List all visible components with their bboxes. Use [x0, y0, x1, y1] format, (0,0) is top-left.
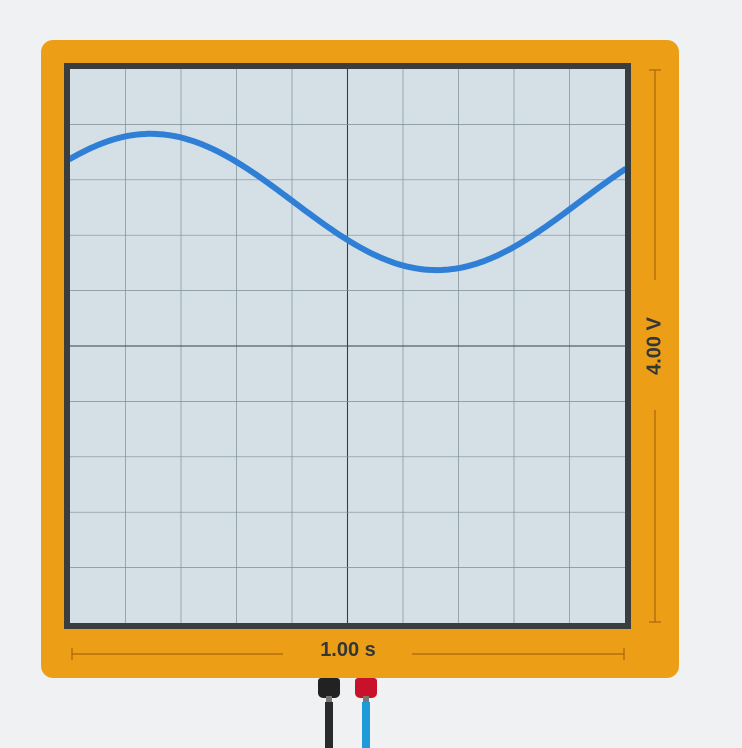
black-probe-plug[interactable]: [318, 678, 340, 698]
black-probe-wire[interactable]: [325, 702, 333, 748]
time-scale-label: 1.00 s: [320, 639, 376, 661]
red-probe-stem: [363, 696, 369, 702]
screen-display: [70, 69, 625, 623]
red-probe-plug[interactable]: [355, 678, 377, 698]
black-probe-stem: [326, 696, 332, 702]
voltage-scale-label: 4.00 V: [643, 317, 666, 375]
signal-trace: [70, 130, 625, 274]
red-probe-wire[interactable]: [362, 702, 370, 748]
screen-grid: [70, 69, 625, 623]
oscilloscope-screen: [64, 63, 631, 629]
